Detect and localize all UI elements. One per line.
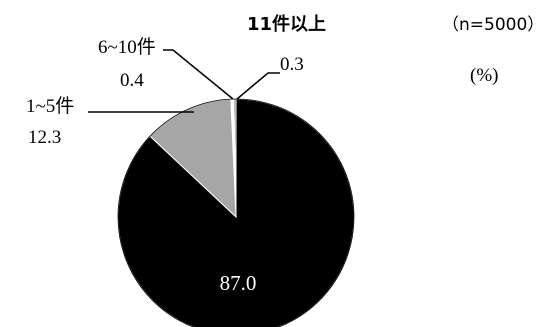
leader-line-6-10 <box>163 49 234 100</box>
leader-line-11-plus <box>236 72 280 100</box>
unit-label: (%) <box>470 65 498 86</box>
slice-label-11-plus: 11件以上 <box>247 13 326 35</box>
slice-value-6-10: 0.4 <box>120 70 144 91</box>
pie-outline <box>117 98 355 327</box>
pie-slices <box>117 98 355 327</box>
slice-value-1-5: 12.3 <box>28 127 61 148</box>
slice-label-6-10: 6~10件 <box>98 36 156 58</box>
slice-value-11-plus: 0.3 <box>280 54 304 75</box>
slice-label-1-5: 1~5件 <box>26 95 74 117</box>
slice-value-0: 87.0 <box>220 271 257 295</box>
slice-label-0: 0件 <box>224 237 253 259</box>
sample-size-label: （n=5000） <box>442 15 544 35</box>
